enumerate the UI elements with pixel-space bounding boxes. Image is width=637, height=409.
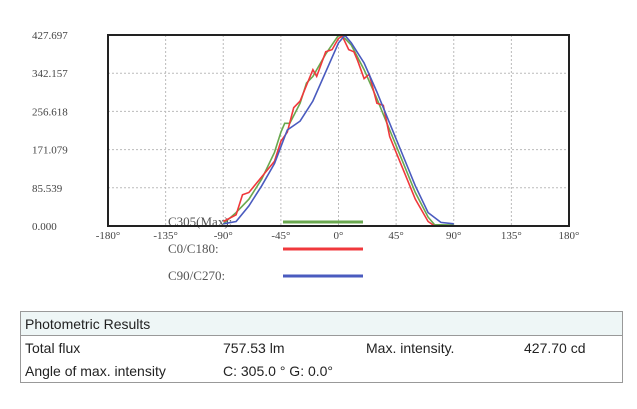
y-tick-label: 256.618 <box>32 106 68 118</box>
y-tick-label: 342.157 <box>32 68 68 80</box>
results-header-row: Photometric Results <box>20 311 623 336</box>
series-line <box>223 34 454 225</box>
total-flux-label: Total flux <box>20 335 219 359</box>
series-line <box>222 35 454 227</box>
y-tick-label: 85.539 <box>32 183 63 195</box>
x-tick-label: 135° <box>501 230 522 242</box>
x-tick-label: -90° <box>214 230 233 242</box>
photometric-results-table: Photometric Results Total flux 757.53 lm… <box>20 311 623 383</box>
y-tick-label: 171.079 <box>32 145 68 157</box>
x-tick-label: 45° <box>388 230 403 242</box>
x-tick-label: -180° <box>96 230 121 242</box>
angle-label: Angle of max. intensity <box>20 359 219 383</box>
x-tick-label: -135° <box>153 230 178 242</box>
y-tick-label: 0.000 <box>32 221 57 233</box>
y-tick-label: 427.697 <box>32 30 68 42</box>
angle-value: C: 305.0 ° G: 0.0° <box>219 359 623 383</box>
plot-border <box>107 34 570 227</box>
results-row: Total flux 757.53 lm Max. intensity. 427… <box>20 335 623 359</box>
max-intensity-label: Max. intensity. <box>366 339 455 356</box>
x-tick-label: 180° <box>559 230 580 242</box>
results-row: Angle of max. intensity C: 305.0 ° G: 0.… <box>20 359 623 383</box>
max-intensity-value: 427.70 cd <box>520 335 623 359</box>
plot-area <box>108 35 569 226</box>
x-tick-label: 90° <box>446 230 461 242</box>
x-tick-label: 0° <box>334 230 344 242</box>
legend-label: C0/C180: <box>168 241 219 256</box>
total-flux-value: 757.53 lm <box>223 339 285 356</box>
legend-label: C90/C270: <box>168 268 225 283</box>
results-title: Photometric Results <box>20 311 623 336</box>
x-tick-label: -45° <box>271 230 290 242</box>
intensity-chart: -180° -135° -90° -45° 0° 45° 90° 135° 180° 0.000 8… <box>32 30 580 283</box>
